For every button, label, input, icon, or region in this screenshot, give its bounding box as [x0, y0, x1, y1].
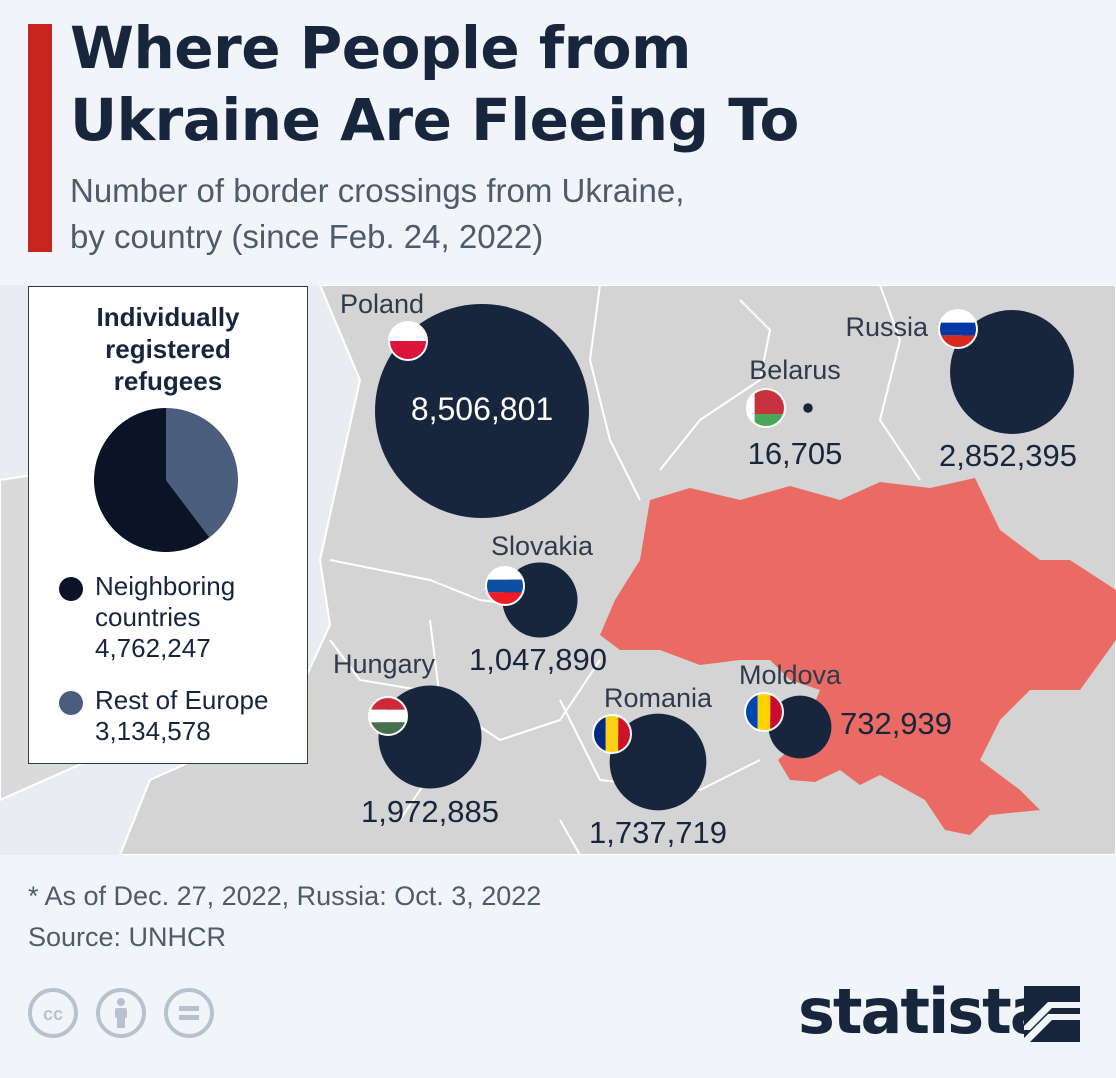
legend-value: 4,762,247 [95, 633, 211, 663]
bubble-poland [375, 304, 589, 518]
bubble-moldova [768, 695, 832, 759]
title-accent-bar [28, 24, 52, 252]
country-label-russia: Russia [845, 312, 929, 342]
country-label-romania: Romania [604, 683, 713, 713]
legend-box: Individually registered refugees Neighbo… [28, 286, 308, 764]
refugee-pie-chart [94, 408, 238, 552]
source-note: Source: UNHCR [28, 922, 227, 952]
legend-item-rest-of-europe: Rest of Europe 3,134,578 [59, 685, 299, 755]
legend-title: Individually registered refugees [29, 301, 307, 397]
subtitle-line: Number of border crossings from Ukraine, [70, 172, 685, 209]
value-label-belarus: 16,705 [748, 436, 843, 471]
footnote: * As of Dec. 27, 2022, Russia: Oct. 3, 2… [28, 876, 541, 958]
legend-title-line: refugees [113, 366, 223, 396]
country-label-poland: Poland [340, 289, 424, 319]
statista-logo-icon [1024, 986, 1080, 1042]
country-label-slovakia: Slovakia [491, 531, 594, 561]
flag-romania-icon [592, 714, 632, 754]
value-label-slovakia: 1,047,890 [469, 642, 607, 677]
legend-label: Rest of Europe 3,134,578 [95, 685, 268, 747]
subtitle-line: by country (since Feb. 24, 2022) [70, 218, 544, 255]
person-glyph [115, 998, 127, 1028]
legend-label-line: countries [95, 602, 201, 632]
statista-logo-text[interactable]: statista [798, 975, 1052, 1048]
legend-title-line: registered [105, 334, 231, 364]
cc-glyph: cc [43, 1004, 63, 1024]
bubble-belarus [803, 403, 813, 413]
no-derivatives-icon[interactable] [164, 988, 214, 1038]
equals-glyph [179, 1006, 199, 1020]
value-label-poland: 8,506,801 [411, 391, 553, 427]
bubble-romania [609, 713, 707, 811]
ukraine-territory [600, 478, 1116, 835]
pie-slice-neighboring-countries [94, 408, 210, 552]
flag-poland-icon [388, 321, 428, 361]
title-line: Where People from [70, 14, 691, 82]
legend-swatch [59, 691, 83, 715]
value-label-romania: 1,737,719 [589, 815, 727, 850]
legend-swatch [59, 577, 83, 601]
country-label-belarus: Belarus [749, 355, 841, 385]
flag-hungary-icon [368, 696, 408, 736]
legend-label-line: Neighboring [95, 571, 236, 601]
value-label-moldova: 732,939 [840, 706, 952, 741]
bubble-russia [950, 310, 1074, 434]
legend-item-neighboring: Neighboring countries 4,762,247 [59, 571, 299, 671]
legend-label: Neighboring countries 4,762,247 [95, 571, 235, 664]
value-label-russia: 2,852,395 [939, 438, 1077, 473]
footnote-note: * As of Dec. 27, 2022, Russia: Oct. 3, 2… [28, 881, 542, 911]
title-line: Ukraine Are Fleeing To [70, 86, 799, 154]
bubble-layer: Poland 8,506,801 Russia 2,852,395 Belarus 16,… [333, 289, 1077, 850]
legend-value: 3,134,578 [95, 716, 211, 746]
country-label-hungary: Hungary [333, 649, 436, 679]
cc-icon[interactable]: cc [28, 988, 78, 1038]
refugee-bubble-map: Poland 8,506,801 Russia 2,852,395 Belarus 16,… [0, 285, 1116, 855]
page-title: Where People from Ukraine Are Fleeing To [70, 12, 799, 156]
value-label-hungary: 1,972,885 [361, 794, 499, 829]
legend-title-line: Individually [96, 302, 240, 332]
flag-belarus-icon [746, 388, 786, 428]
country-label-moldova: Moldova [739, 660, 842, 690]
flag-moldova-icon [744, 692, 784, 732]
legend-label-line: Rest of Europe [95, 685, 269, 715]
page-subtitle: Number of border crossings from Ukraine,… [70, 168, 684, 260]
flag-russia-icon [938, 309, 978, 349]
attribution-icon[interactable] [96, 988, 146, 1038]
svg-text:cc: cc [43, 1004, 63, 1024]
flag-slovakia-icon [485, 566, 525, 606]
pie-slice-rest-of-europe [166, 408, 238, 538]
